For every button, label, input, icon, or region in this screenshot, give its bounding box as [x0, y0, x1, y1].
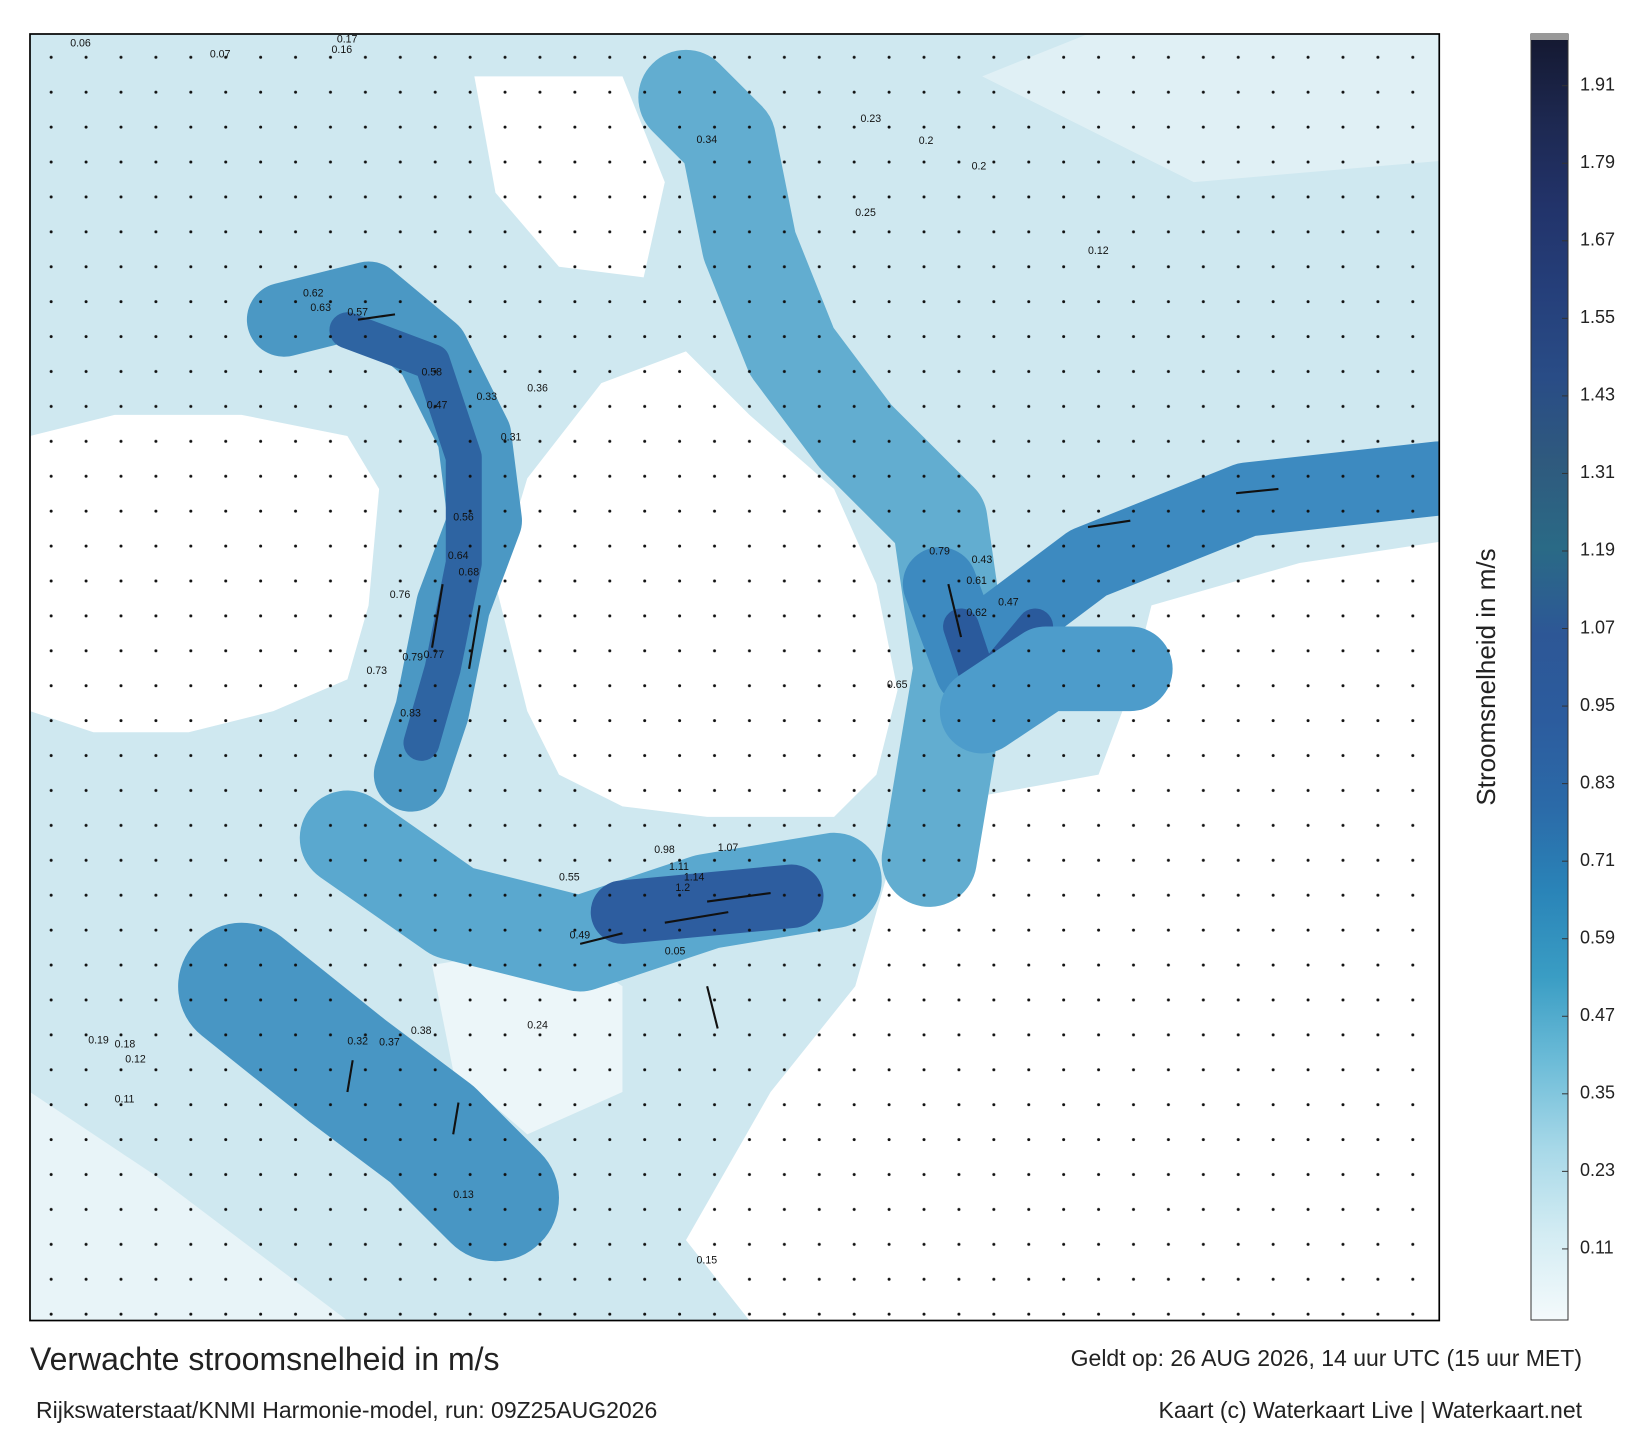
- colorbar-cap: [1531, 34, 1568, 40]
- value-label: 0.36: [527, 383, 548, 395]
- map-frame: [29, 33, 1441, 1322]
- colorbar-tick-label: 0.83: [1580, 772, 1615, 792]
- value-label: 0.18: [115, 1039, 136, 1051]
- value-label: 0.63: [310, 302, 331, 314]
- value-label: 0.19: [88, 1034, 109, 1046]
- colorbar-tick-label: 1.19: [1580, 540, 1615, 560]
- value-label: 0.05: [665, 945, 686, 957]
- value-label: 1.14: [684, 871, 705, 883]
- value-label: 0.06: [70, 38, 91, 50]
- value-label: 0.58: [421, 367, 442, 379]
- value-label: 0.79: [402, 651, 423, 663]
- title: Verwachte stroomsnelheid in m/s: [30, 1341, 500, 1377]
- colorbar-tick-label: 0.11: [1580, 1238, 1614, 1258]
- value-label: 0.37: [379, 1036, 400, 1048]
- value-label: 0.23: [861, 113, 882, 125]
- value-label: 0.62: [303, 287, 324, 299]
- value-label: 1.11: [669, 861, 689, 873]
- value-label: 0.24: [527, 1020, 548, 1032]
- value-label: 0.15: [697, 1254, 718, 1266]
- value-label: 0.64: [448, 550, 469, 562]
- value-label: 0.11: [115, 1094, 135, 1106]
- colorbar-tick-label: 0.35: [1580, 1083, 1615, 1103]
- value-label: 0.77: [424, 649, 445, 661]
- value-label: 0.33: [476, 391, 497, 403]
- value-label: 0.38: [411, 1025, 432, 1037]
- colorbar-tick-label: 1.67: [1580, 230, 1615, 250]
- value-label: 0.17: [337, 33, 358, 45]
- colorbar: Stroomsnelheid in m/s 0.11 0.23 0.35 0.47 0.…: [1471, 33, 1615, 1321]
- colorbar-tick-label: 0.95: [1580, 695, 1615, 715]
- value-label: 0.31: [501, 431, 522, 443]
- value-label: 0.12: [125, 1053, 146, 1065]
- value-label: 0.25: [855, 207, 876, 219]
- colorbar-tick-label: 0.71: [1580, 850, 1615, 870]
- colorbar-tick-label: 1.55: [1580, 307, 1615, 327]
- value-label: 0.34: [697, 134, 718, 146]
- map: 0.07 0.06 0.170.16 0.62 0.63 0.57 0.58 0.47 0.56…: [29, 33, 1441, 1322]
- value-label: 0.61: [966, 575, 987, 587]
- value-label: 1.07: [718, 842, 739, 854]
- value-label: 0.16: [332, 44, 353, 56]
- subtitle: Rijkswaterstaat/KNMI Harmonie-model, run…: [36, 1397, 657, 1423]
- value-label: 0.62: [966, 607, 987, 619]
- value-label: 0.2: [919, 135, 934, 147]
- value-label: 0.2: [972, 160, 987, 172]
- colorbar-tick-label: 0.47: [1580, 1005, 1615, 1025]
- value-label: 1.2: [675, 882, 690, 894]
- colorbar-label: Stroomsnelheid in m/s: [1471, 548, 1501, 805]
- colorbar-scale: [1530, 33, 1569, 1321]
- value-label: 0.73: [366, 665, 387, 677]
- value-label: 0.98: [654, 844, 675, 856]
- value-label: 0.68: [458, 567, 479, 579]
- value-label: 0.55: [559, 871, 580, 883]
- value-label: 0.65: [887, 679, 908, 691]
- value-label: 0.13: [453, 1189, 474, 1201]
- colorbar-tick-label: 1.07: [1580, 617, 1615, 637]
- colorbar-tick-label: 0.23: [1580, 1160, 1615, 1180]
- colorbar-tick-label: 1.43: [1580, 385, 1615, 405]
- value-label: 0.07: [210, 48, 231, 60]
- valid-time: Geldt op: 26 AUG 2026, 14 uur UTC (15 uu…: [1071, 1345, 1582, 1371]
- vector-grid: [30, 34, 1440, 1321]
- value-label: 0.56: [453, 512, 474, 524]
- credit: Kaart (c) Waterkaart Live | Waterkaart.n…: [1158, 1397, 1582, 1423]
- value-label: 0.43: [972, 554, 993, 566]
- colorbar-tick-label: 1.91: [1580, 74, 1615, 94]
- colorbar-tick-label: 0.59: [1580, 927, 1615, 947]
- value-label: 0.79: [929, 546, 950, 558]
- value-label: 0.32: [347, 1035, 368, 1047]
- colorbar-tick-label: 1.79: [1580, 152, 1615, 172]
- value-label: 0.83: [400, 707, 421, 719]
- value-label: 0.47: [427, 400, 448, 412]
- value-label: 0.57: [347, 306, 368, 318]
- current-arrows: [346, 313, 1279, 1135]
- value-label: 0.76: [390, 589, 411, 601]
- value-label: 0.47: [998, 596, 1019, 608]
- value-label: 0.12: [1088, 245, 1109, 257]
- value-label: 0.49: [570, 930, 591, 942]
- colorbar-tick-label: 1.31: [1580, 462, 1615, 482]
